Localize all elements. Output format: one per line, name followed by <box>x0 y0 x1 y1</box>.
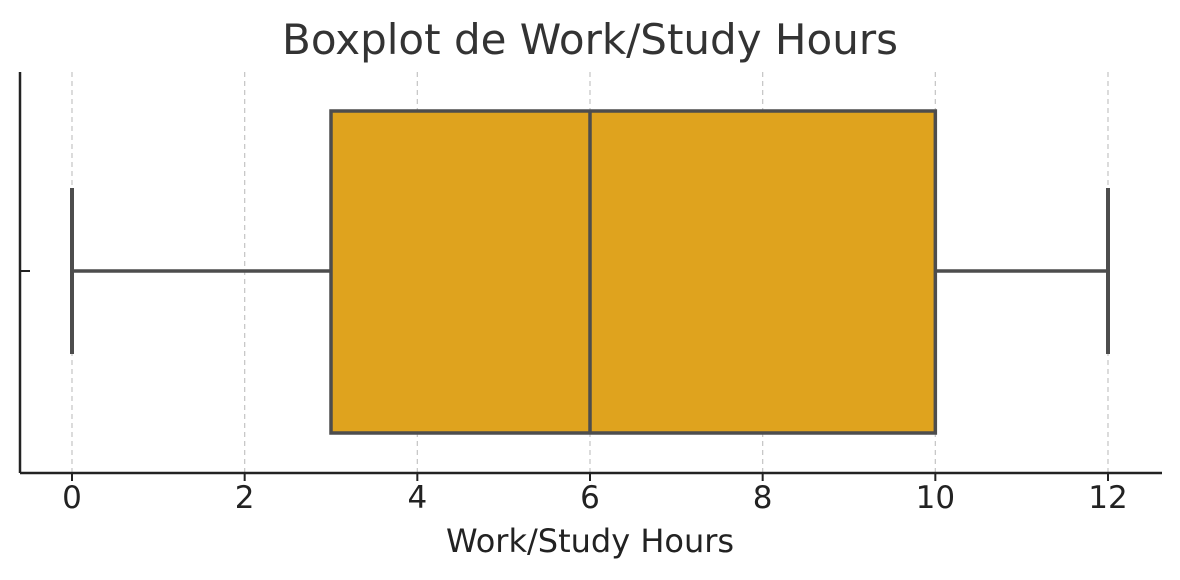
x-axis-ticks: 0 2 4 6 8 10 12 <box>62 473 1128 516</box>
x-tick-label: 8 <box>753 480 773 516</box>
x-tick-label: 10 <box>916 480 955 516</box>
x-axis-label: Work/Study Hours <box>446 522 734 560</box>
x-tick-label: 0 <box>62 480 82 516</box>
x-tick-label: 12 <box>1088 480 1127 516</box>
x-tick-label: 2 <box>235 480 255 516</box>
box-group <box>70 109 1110 435</box>
chart-title: Boxplot de Work/Study Hours <box>282 15 898 64</box>
iqr-box <box>329 109 938 435</box>
x-tick-label: 6 <box>580 480 600 516</box>
x-tick-label: 4 <box>407 480 427 516</box>
